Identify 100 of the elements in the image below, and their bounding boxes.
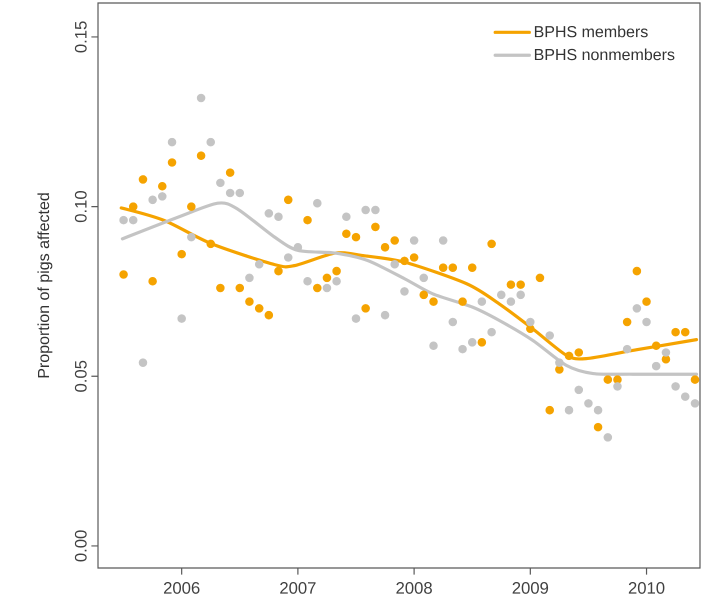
point (632, 304, 642, 313)
point (516, 280, 525, 289)
legend-label: BPHS members (534, 26, 648, 38)
point (652, 341, 660, 350)
point (390, 236, 399, 245)
x-tick-label: 2009 (512, 582, 548, 594)
point (226, 168, 234, 177)
point (458, 344, 467, 354)
y-tick-label: 0.15 (74, 21, 87, 52)
point (400, 256, 409, 266)
point (322, 284, 332, 292)
point (303, 276, 312, 286)
point (468, 338, 476, 347)
point (322, 274, 332, 282)
point (642, 318, 651, 326)
point (361, 206, 370, 214)
point (168, 138, 176, 146)
point (604, 433, 612, 442)
point (138, 175, 148, 184)
point (119, 270, 128, 279)
point (245, 274, 254, 282)
y-tick-label: 0.05 (74, 360, 87, 392)
point (419, 274, 428, 282)
point (613, 382, 622, 391)
point (138, 358, 148, 367)
point (303, 216, 312, 224)
point (545, 406, 554, 414)
point (264, 310, 274, 320)
point (604, 375, 612, 384)
point (332, 276, 341, 286)
point (429, 341, 438, 350)
point (400, 287, 409, 296)
point (187, 202, 196, 211)
point (690, 375, 700, 384)
point (671, 328, 680, 336)
point (584, 399, 593, 408)
point (206, 240, 215, 248)
point (177, 250, 186, 258)
point (390, 260, 399, 269)
point (352, 232, 360, 242)
point (487, 240, 496, 248)
point (216, 284, 225, 292)
point (536, 274, 544, 282)
point (361, 304, 370, 313)
point (254, 260, 264, 269)
point (284, 253, 293, 262)
point (177, 314, 186, 323)
point (380, 310, 390, 320)
x-tick-label: 2006 (164, 582, 200, 594)
point (158, 192, 167, 201)
point (613, 375, 622, 384)
x-tick-label: 2008 (396, 582, 432, 594)
point (410, 253, 418, 262)
point (662, 348, 670, 357)
point (516, 290, 525, 300)
point (438, 263, 448, 272)
x-tick-label: 2007 (280, 582, 316, 594)
point (632, 266, 642, 276)
point (496, 290, 506, 300)
point (564, 352, 574, 360)
point (419, 290, 428, 300)
point (380, 243, 390, 252)
point (313, 198, 322, 208)
point (555, 365, 564, 374)
y-axis-title: Proportion of pigs affected (37, 193, 52, 378)
point (574, 386, 584, 394)
point (594, 422, 602, 432)
point (274, 212, 283, 222)
point (478, 297, 486, 306)
point (168, 158, 176, 167)
point (128, 202, 138, 211)
x-tick-label: 2010 (628, 582, 664, 594)
point (264, 209, 274, 218)
point (196, 94, 206, 102)
point (148, 276, 157, 286)
y-tick-label: 0.10 (74, 191, 87, 222)
point (671, 382, 680, 391)
point (371, 206, 380, 214)
point (148, 196, 157, 204)
point (236, 284, 244, 292)
point (284, 196, 293, 204)
point (128, 216, 138, 224)
point (438, 236, 448, 245)
point (555, 358, 564, 367)
point (226, 188, 234, 198)
point (574, 348, 584, 357)
point (468, 263, 476, 272)
point (313, 284, 322, 292)
point (458, 297, 467, 306)
point (545, 331, 554, 340)
point (216, 178, 225, 188)
point (158, 182, 167, 190)
point (429, 297, 438, 306)
point (332, 266, 341, 276)
point (119, 216, 128, 224)
y-tick-label: 0.00 (74, 530, 87, 562)
point (274, 266, 283, 276)
point (410, 236, 418, 245)
point (680, 328, 690, 336)
point (622, 318, 632, 326)
